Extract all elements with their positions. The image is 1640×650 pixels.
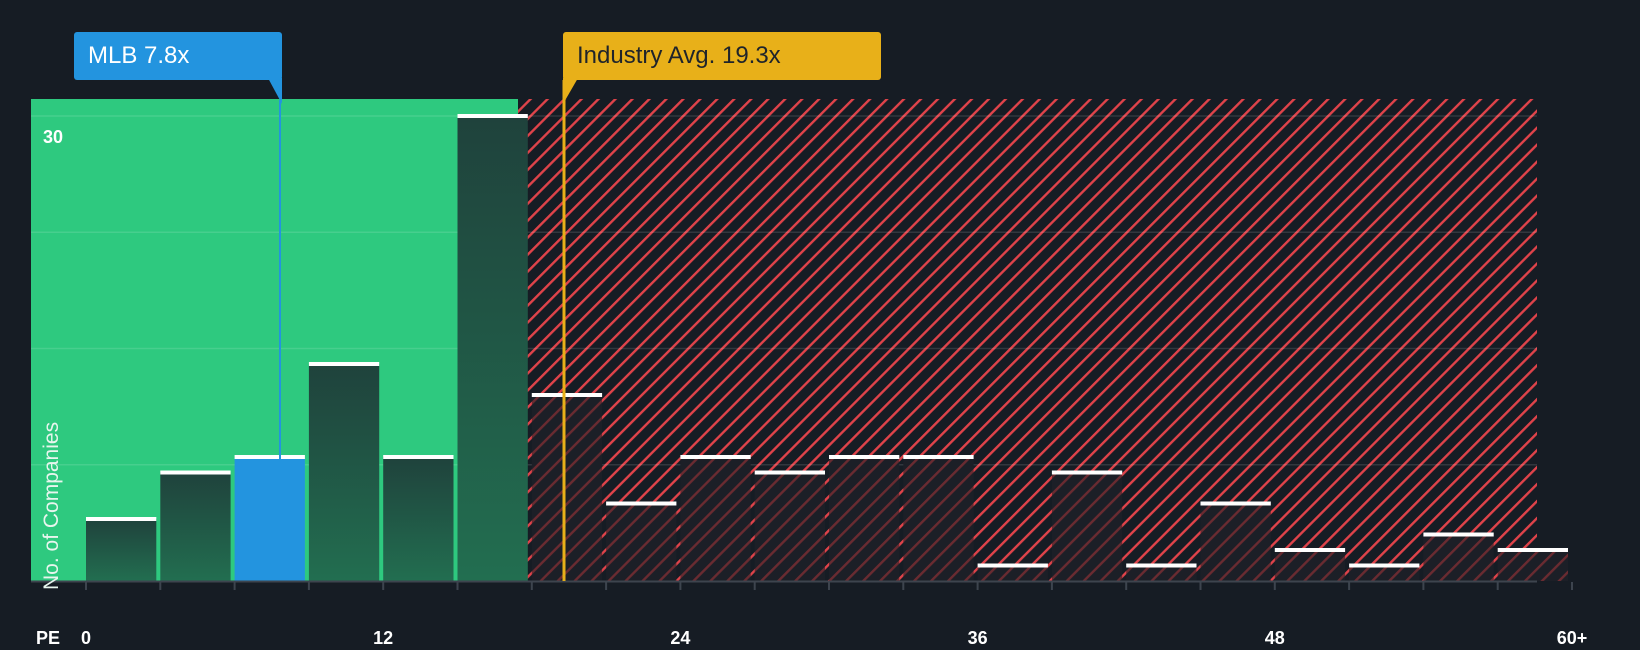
bar-cap (903, 455, 974, 459)
histogram-bar (234, 457, 305, 581)
bar-cap (86, 517, 157, 521)
histogram-bar (1274, 550, 1346, 581)
x-tick-label: 0 (80, 628, 92, 648)
histogram-bar (1051, 472, 1123, 581)
x-tick-label: 60+ (1556, 628, 1588, 648)
bar-cap (1200, 501, 1271, 506)
bar-cap (457, 114, 528, 118)
bar-cap (1423, 532, 1494, 537)
histogram-bar (903, 457, 974, 581)
histogram-bar (531, 395, 603, 581)
histogram-bar (1423, 534, 1494, 581)
bar-cap (1126, 563, 1197, 568)
bar-cap (1051, 470, 1123, 475)
bar-cap (383, 455, 454, 459)
bar-cap (160, 470, 231, 475)
histogram-bar (977, 565, 1048, 581)
bar-cap (754, 470, 825, 475)
bar-cap (531, 393, 603, 397)
y-tick-30: 30 (43, 127, 64, 147)
bars (86, 114, 1568, 581)
x-ticks (85, 582, 1573, 590)
histogram-bar (1200, 503, 1271, 581)
histogram-bar (308, 364, 380, 581)
x-axis-prefix: PE (36, 628, 61, 648)
x-tick-label: 36 (967, 628, 988, 648)
bar-cap (680, 455, 751, 459)
bar-cap (234, 455, 305, 459)
y-axis-title: No. of Companies (40, 421, 63, 590)
histogram-bar (680, 457, 751, 581)
bar-cap (308, 362, 380, 366)
bar-cap (1497, 548, 1568, 552)
bar-cap (977, 563, 1048, 568)
bar-cap (1349, 563, 1420, 568)
histogram-bar (1126, 565, 1197, 581)
histogram-bar (160, 472, 231, 581)
industry-label-pointer (563, 78, 578, 104)
industry-avg-label: Industry Avg. 19.3x (563, 32, 881, 80)
histogram-bar (754, 472, 825, 581)
histogram-bar (606, 503, 677, 581)
bar-cap (829, 455, 900, 459)
histogram-bar (1349, 565, 1420, 581)
x-tick-label: 48 (1264, 628, 1285, 648)
x-tick-label: 12 (373, 628, 394, 648)
histogram-bar (829, 457, 900, 581)
histogram-bar (86, 519, 157, 581)
company-label-pointer (268, 78, 282, 104)
histogram-bar (383, 457, 454, 581)
company-pe-label: MLB 7.8x (74, 32, 282, 80)
histogram-bar (1497, 550, 1568, 581)
bar-cap (606, 501, 677, 506)
bar-cap (1274, 548, 1346, 552)
histogram-bar (457, 116, 528, 581)
x-tick-label: 24 (670, 628, 691, 648)
